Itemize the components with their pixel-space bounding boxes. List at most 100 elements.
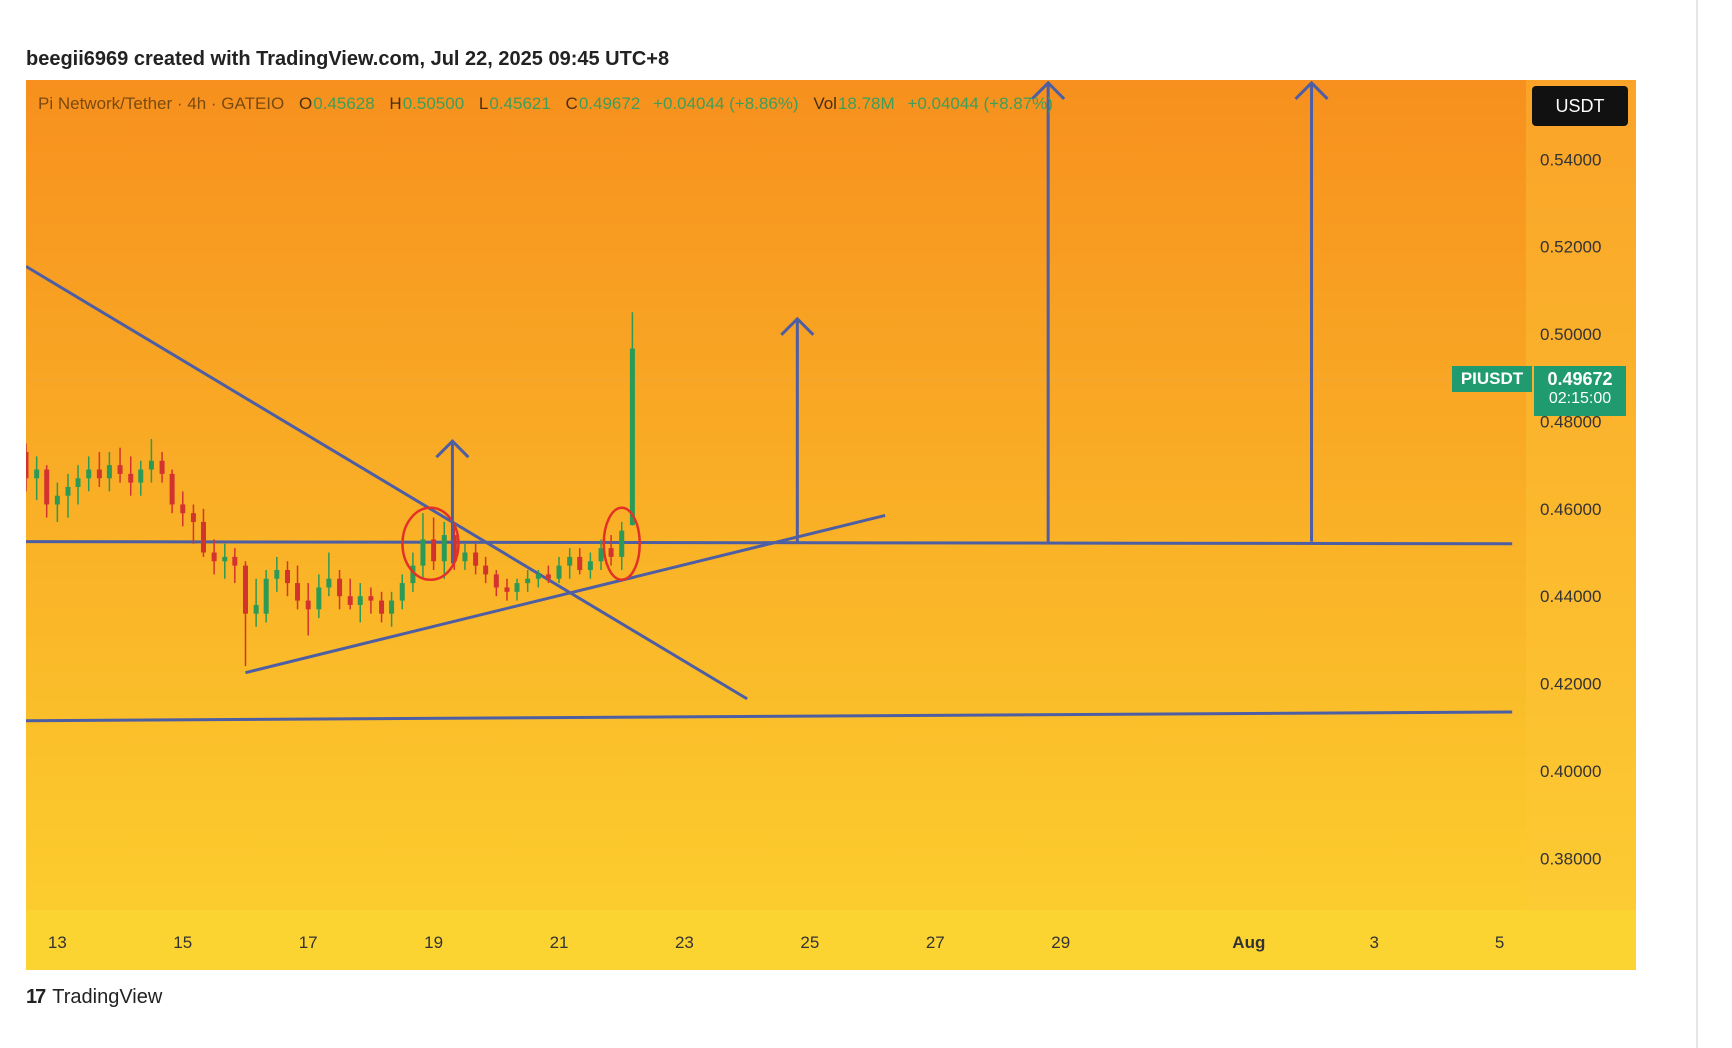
x-tick-label: Aug <box>1232 933 1265 952</box>
candle-down <box>44 469 50 505</box>
x-tick-label: 27 <box>926 933 945 952</box>
candle-down <box>577 556 583 570</box>
candle-down <box>96 469 102 479</box>
candle-down <box>451 535 457 562</box>
y-tick-label: 0.46000 <box>1540 500 1601 519</box>
x-tick-label: 23 <box>675 933 694 952</box>
x-tick-label: 3 <box>1370 933 1379 952</box>
candle-up <box>619 530 625 557</box>
candle-up <box>420 539 426 566</box>
candle-up <box>525 578 531 584</box>
x-axis: 13 15 17 19 21 23 25 27 29 Aug 3 5 <box>26 910 1636 970</box>
candle-down <box>545 574 551 579</box>
x-tick-label: 21 <box>550 933 569 952</box>
y-tick-label: 0.44000 <box>1540 587 1601 606</box>
candle-up <box>316 587 322 610</box>
candle-up <box>598 548 604 562</box>
legend-change: +0.04044 (+8.86%) <box>653 94 799 113</box>
candle-up <box>535 574 541 579</box>
legend-high-value: 0.50500 <box>402 94 465 113</box>
candle-up <box>34 469 40 479</box>
candlestick-chart[interactable]: 0.54000 0.52000 0.50000 0.48000 0.46000 0.440… <box>26 80 1636 970</box>
candle-down <box>473 552 479 566</box>
candle-up <box>54 495 60 505</box>
candle-down <box>159 460 165 474</box>
x-tick-label: 13 <box>48 933 67 952</box>
legend-title: Pi Network/Tether · 4h · GATEIO <box>38 94 285 113</box>
target-arrow-head <box>780 316 815 336</box>
bar-countdown: 02:15:00 <box>1548 390 1612 407</box>
x-tick-label: 19 <box>424 933 443 952</box>
candle-down <box>284 570 290 584</box>
candle-up <box>410 565 416 584</box>
candle-up <box>587 561 593 570</box>
y-tick-label: 0.42000 <box>1540 675 1601 694</box>
candle-down <box>242 565 248 614</box>
candle-down <box>504 587 510 592</box>
candle-up <box>556 565 562 579</box>
candle-up <box>399 583 405 601</box>
legend-low-value: 0.45621 <box>489 94 551 113</box>
candle-down <box>305 600 311 610</box>
symbol-price-label: PIUSDT <box>1452 366 1532 392</box>
annotation-overlay-layer <box>401 80 1329 582</box>
candle-up <box>86 469 92 479</box>
chart-panel[interactable]: 0.54000 0.52000 0.50000 0.48000 0.46000 0.440… <box>26 80 1636 970</box>
page-divider <box>1696 0 1698 1048</box>
candle-up <box>222 556 228 562</box>
y-axis: 0.54000 0.52000 0.50000 0.48000 0.46000 0.440… <box>1526 80 1636 970</box>
chart-legend: Pi Network/Tether · 4h · GATEIO O0.45628… <box>38 94 1053 114</box>
tradingview-logo[interactable]: 17 TradingView <box>26 986 162 1009</box>
target-arrow-head <box>1294 80 1329 100</box>
tradingview-brand-name: TradingView <box>52 986 163 1008</box>
chart-credit: beegii6969 created with TradingView.com,… <box>26 48 670 70</box>
candle-up <box>441 535 447 562</box>
candle-up <box>629 348 635 526</box>
candle-down <box>337 578 343 597</box>
x-tick-label: 15 <box>173 933 192 952</box>
y-axis-band <box>1526 80 1636 970</box>
y-tick-label: 0.52000 <box>1540 238 1601 257</box>
x-tick-label: 5 <box>1495 933 1504 952</box>
currency-button[interactable]: USDT <box>1532 86 1628 126</box>
horizontal-support-line <box>26 710 1513 723</box>
candle-up <box>263 578 269 614</box>
candle-up <box>253 604 259 614</box>
candle-up <box>138 469 144 483</box>
candle-up <box>326 578 332 588</box>
candle-down <box>169 473 175 505</box>
candle-down <box>128 473 134 483</box>
highlight-circle <box>602 506 641 582</box>
candle-down <box>431 539 437 562</box>
candle-down <box>368 596 374 601</box>
legend-close-label: C <box>565 94 578 113</box>
candle-down <box>200 521 206 553</box>
x-tick-label: 29 <box>1051 933 1070 952</box>
candle-down <box>608 548 614 557</box>
candle-up <box>389 600 395 614</box>
horizontal-resistance-line <box>26 540 1513 546</box>
candle-up <box>357 596 363 605</box>
annotation-layer <box>26 265 1513 723</box>
candle-down <box>493 574 499 588</box>
last-price-tag: 0.49672 02:15:00 <box>1534 366 1626 416</box>
x-tick-label: 17 <box>299 933 318 952</box>
candle-up <box>148 460 154 470</box>
candle-up <box>75 478 81 487</box>
legend-volume-change: +0.04044 (+8.87%) <box>907 94 1053 113</box>
candle-down <box>483 565 489 575</box>
tradingview-mark-icon: 17 <box>26 986 46 1008</box>
candle-up <box>567 556 573 566</box>
y-tick-label: 0.38000 <box>1540 849 1601 868</box>
candle-down <box>211 552 217 562</box>
candle-up <box>514 583 520 592</box>
legend-open-value: 0.45628 <box>313 94 375 113</box>
candle-down <box>26 452 29 479</box>
chart-background <box>26 80 1636 970</box>
candle-down <box>232 556 238 566</box>
highlight-circle <box>401 506 460 582</box>
candles-layer <box>26 312 635 667</box>
legend-volume-label: Vol <box>813 94 837 113</box>
downtrend-line <box>26 265 748 701</box>
x-axis-band <box>26 910 1636 970</box>
